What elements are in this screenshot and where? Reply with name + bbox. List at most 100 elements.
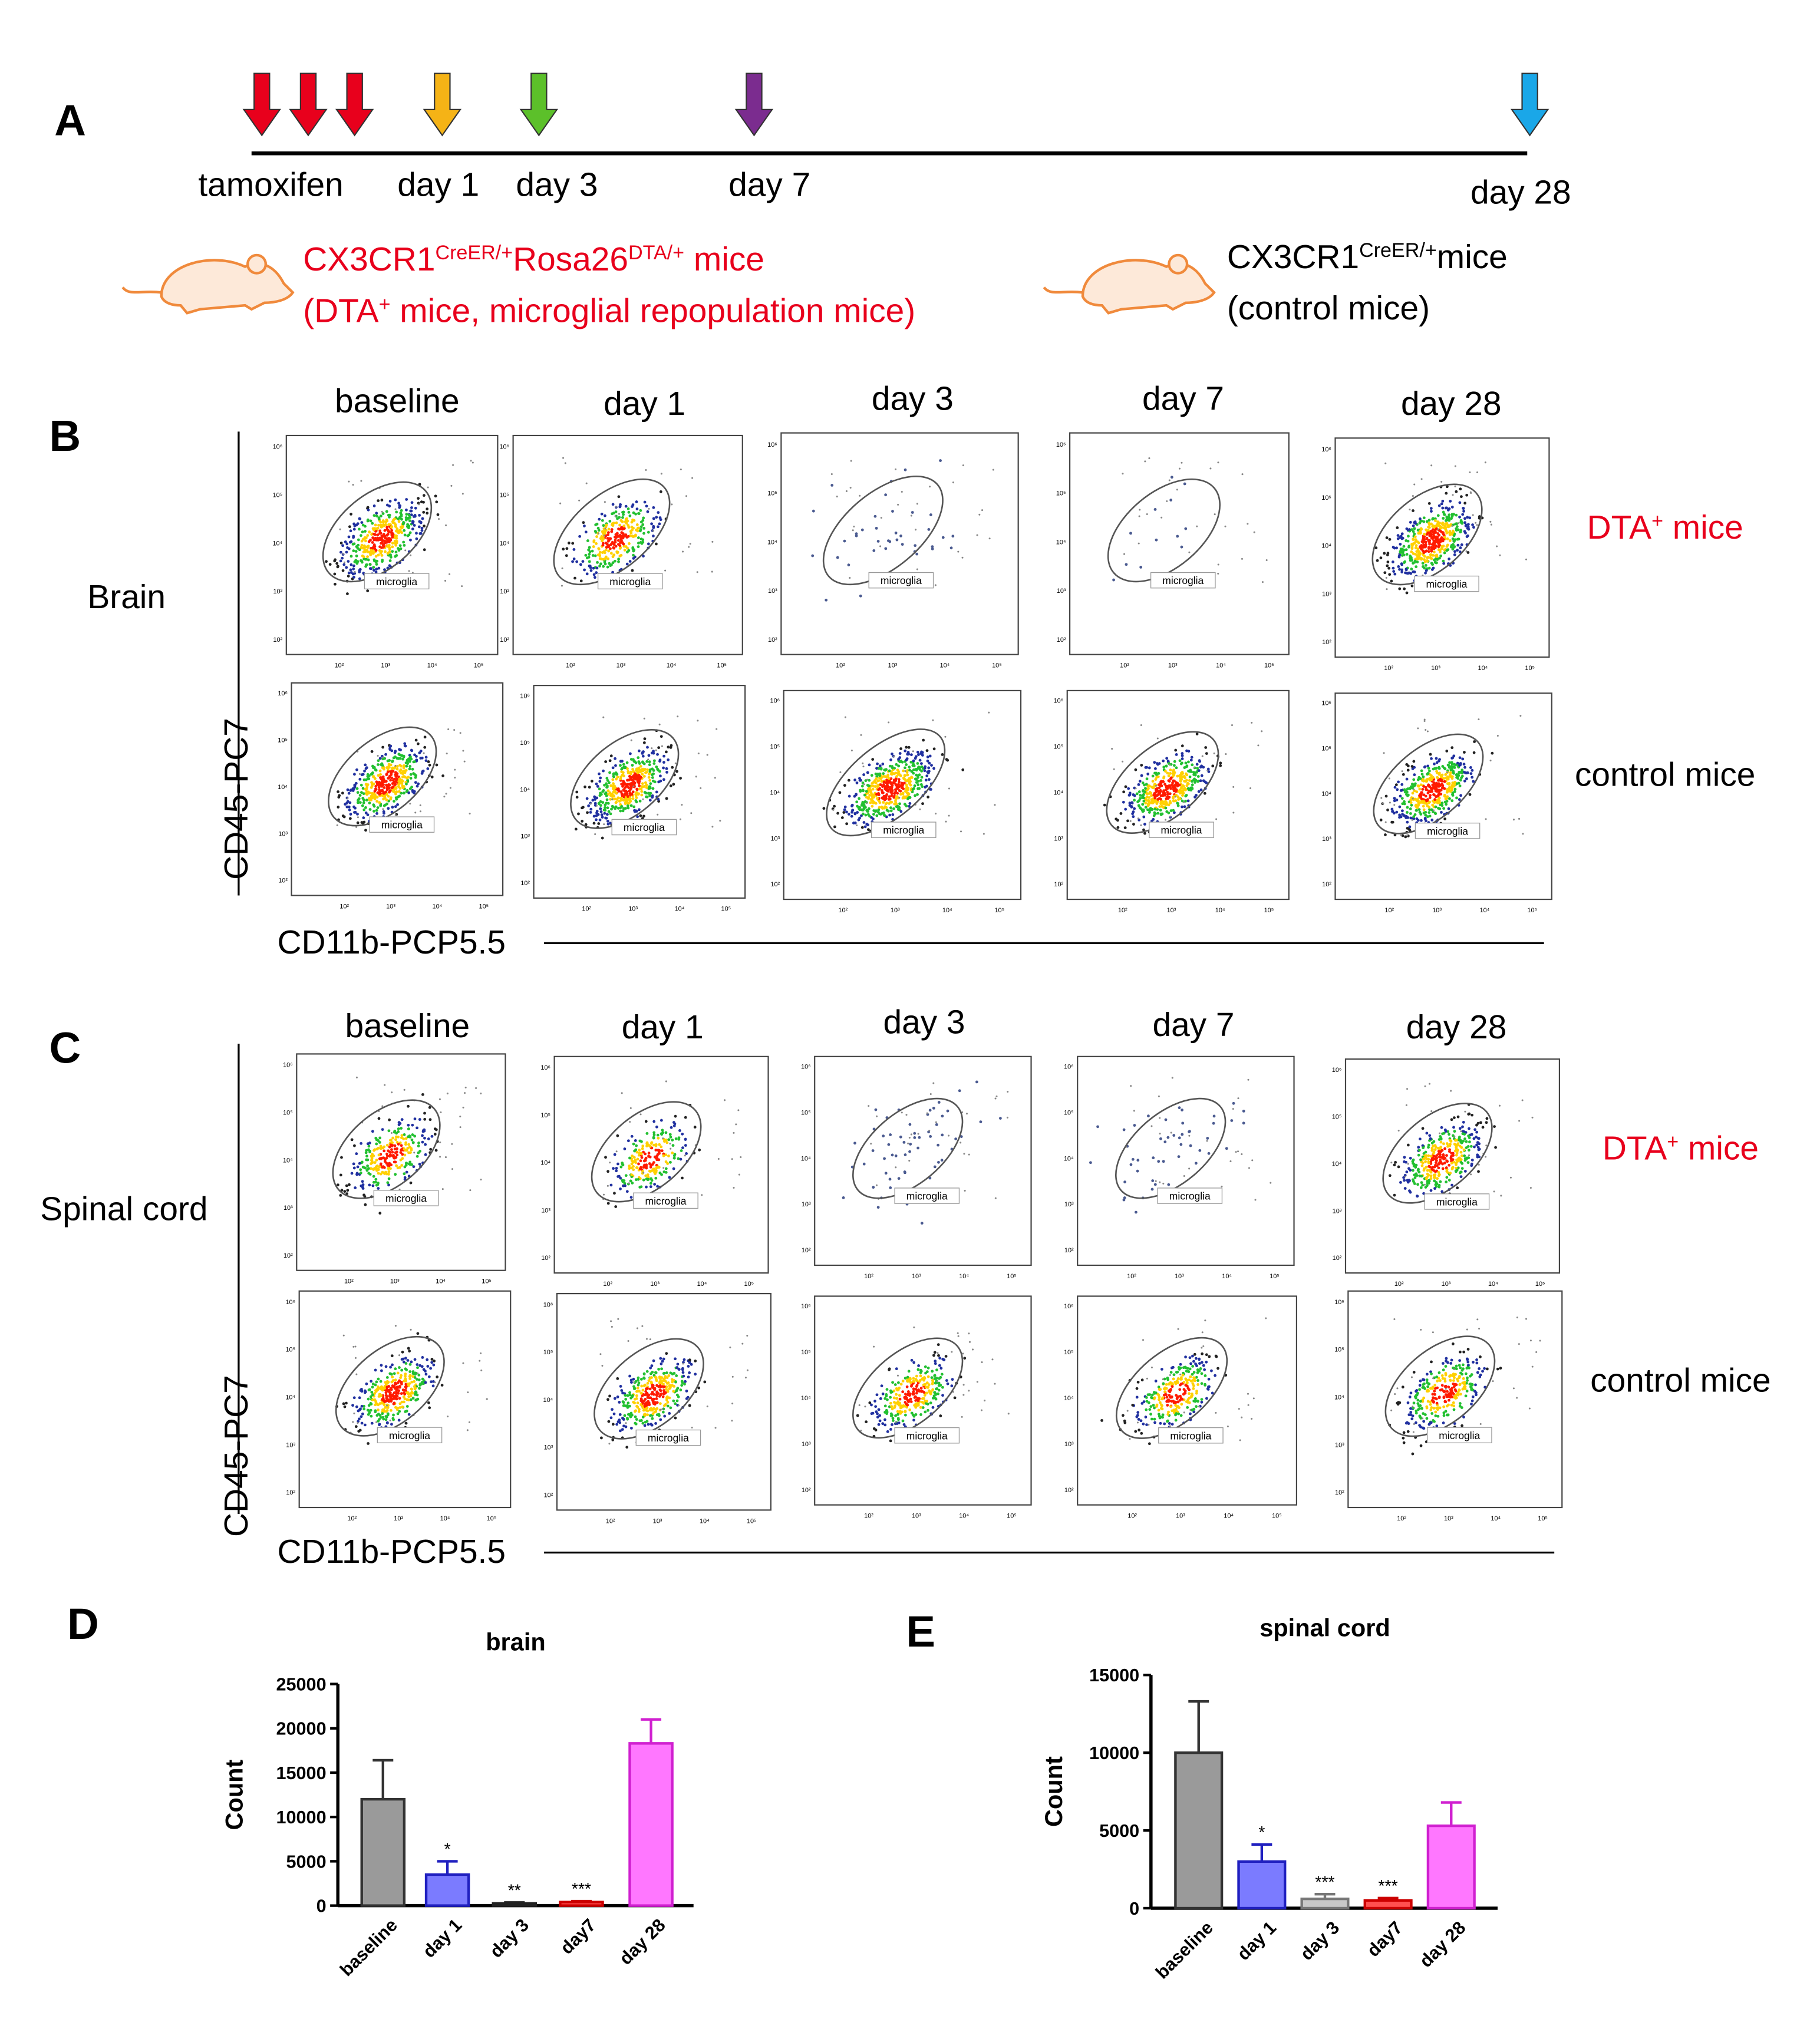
flow-event	[1456, 525, 1459, 528]
flow-event	[603, 1193, 605, 1196]
flow-event	[1135, 1210, 1138, 1214]
flow-event	[1413, 773, 1416, 777]
flow-event	[592, 566, 595, 570]
flow-event	[1401, 770, 1403, 773]
flow-event	[405, 782, 408, 786]
flow-event	[1463, 517, 1466, 520]
flow-event	[647, 1152, 651, 1155]
flow-event	[384, 753, 387, 756]
flow-event	[374, 784, 378, 788]
flow-event	[642, 1172, 645, 1174]
flow-event	[632, 805, 636, 809]
flow-event	[842, 811, 846, 814]
flow-event	[602, 769, 605, 773]
flow-event	[1435, 536, 1437, 540]
flow-event	[377, 523, 380, 527]
flow-event	[1449, 775, 1452, 778]
flow-event	[645, 783, 648, 787]
flow-tick-label: 10²	[278, 877, 288, 885]
flow-event	[644, 781, 647, 784]
flow-event	[360, 1142, 363, 1145]
flow-event	[913, 784, 916, 787]
flow-event	[1159, 802, 1162, 806]
flow-event	[368, 1150, 371, 1154]
flow-event	[853, 525, 855, 528]
flow-event	[1426, 531, 1430, 535]
flow-event	[1403, 788, 1406, 791]
flow-event	[871, 797, 874, 800]
flow-event	[392, 756, 395, 760]
flow-event	[622, 527, 625, 530]
flow-tick-label: 10⁵	[767, 490, 777, 497]
flow-event	[1215, 818, 1218, 820]
flow-event	[1146, 792, 1149, 796]
flow-event	[606, 565, 609, 569]
flow-event	[400, 1136, 403, 1140]
flow-event	[1139, 509, 1141, 511]
flow-event	[908, 1150, 911, 1153]
flow-event	[599, 793, 603, 796]
flow-event	[646, 745, 649, 749]
flow-event	[579, 579, 583, 583]
flow-event	[614, 797, 617, 801]
flow-event	[405, 1170, 408, 1174]
flow-event	[929, 513, 932, 516]
flow-event	[1383, 552, 1386, 555]
flow-event	[372, 514, 376, 517]
flow-event	[1430, 510, 1433, 513]
flow-event	[399, 1158, 403, 1162]
flow-event	[1403, 587, 1406, 590]
flow-event	[960, 830, 962, 833]
flow-event	[902, 1140, 906, 1144]
flow-event	[414, 781, 417, 784]
flow-event	[345, 1184, 348, 1187]
flow-event	[1199, 766, 1202, 769]
flow-event	[384, 520, 388, 523]
flow-event	[660, 1145, 663, 1149]
flow-event	[677, 1157, 680, 1160]
flow-event	[1421, 538, 1425, 541]
flow-event	[853, 778, 856, 781]
flow-event	[1402, 553, 1406, 557]
flow-event	[403, 1133, 406, 1136]
flow-event	[395, 777, 398, 780]
flow-event	[1399, 815, 1403, 819]
flow-event	[366, 1158, 370, 1162]
flow-event	[935, 1123, 938, 1126]
flow-event	[1423, 765, 1427, 768]
flow-event	[361, 523, 365, 527]
flow-event	[642, 527, 646, 530]
flow-event	[934, 584, 937, 586]
flow-event	[606, 813, 609, 816]
flow-event	[651, 747, 653, 750]
flow-event	[347, 797, 349, 800]
flow-event	[1167, 811, 1171, 814]
flow-event	[1414, 782, 1417, 786]
flow-event	[1419, 517, 1422, 520]
flow-event	[1412, 524, 1415, 527]
flow-event	[1146, 772, 1150, 776]
gate-label-box	[369, 816, 435, 833]
flow-tick-label: 10³	[1057, 588, 1066, 595]
flow-event	[664, 569, 667, 572]
flow-event	[1420, 793, 1423, 797]
flow-event	[390, 1163, 393, 1167]
flow-event	[599, 557, 603, 560]
flow-event	[630, 739, 632, 741]
flow-event	[394, 1173, 397, 1176]
flow-event	[1401, 813, 1404, 816]
flow-event	[1155, 776, 1158, 779]
flow-event	[1395, 546, 1398, 550]
flow-event	[1512, 819, 1515, 821]
flow-event	[941, 536, 945, 539]
flow-event	[599, 776, 602, 780]
flow-event	[1441, 499, 1445, 503]
flow-event	[413, 1134, 417, 1138]
flow-event	[1456, 543, 1460, 547]
flow-event	[400, 509, 403, 512]
flow-event	[409, 773, 413, 776]
flow-event	[1224, 525, 1226, 527]
flow-event	[365, 1154, 368, 1158]
flow-event	[601, 801, 605, 804]
flow-event	[404, 518, 408, 522]
